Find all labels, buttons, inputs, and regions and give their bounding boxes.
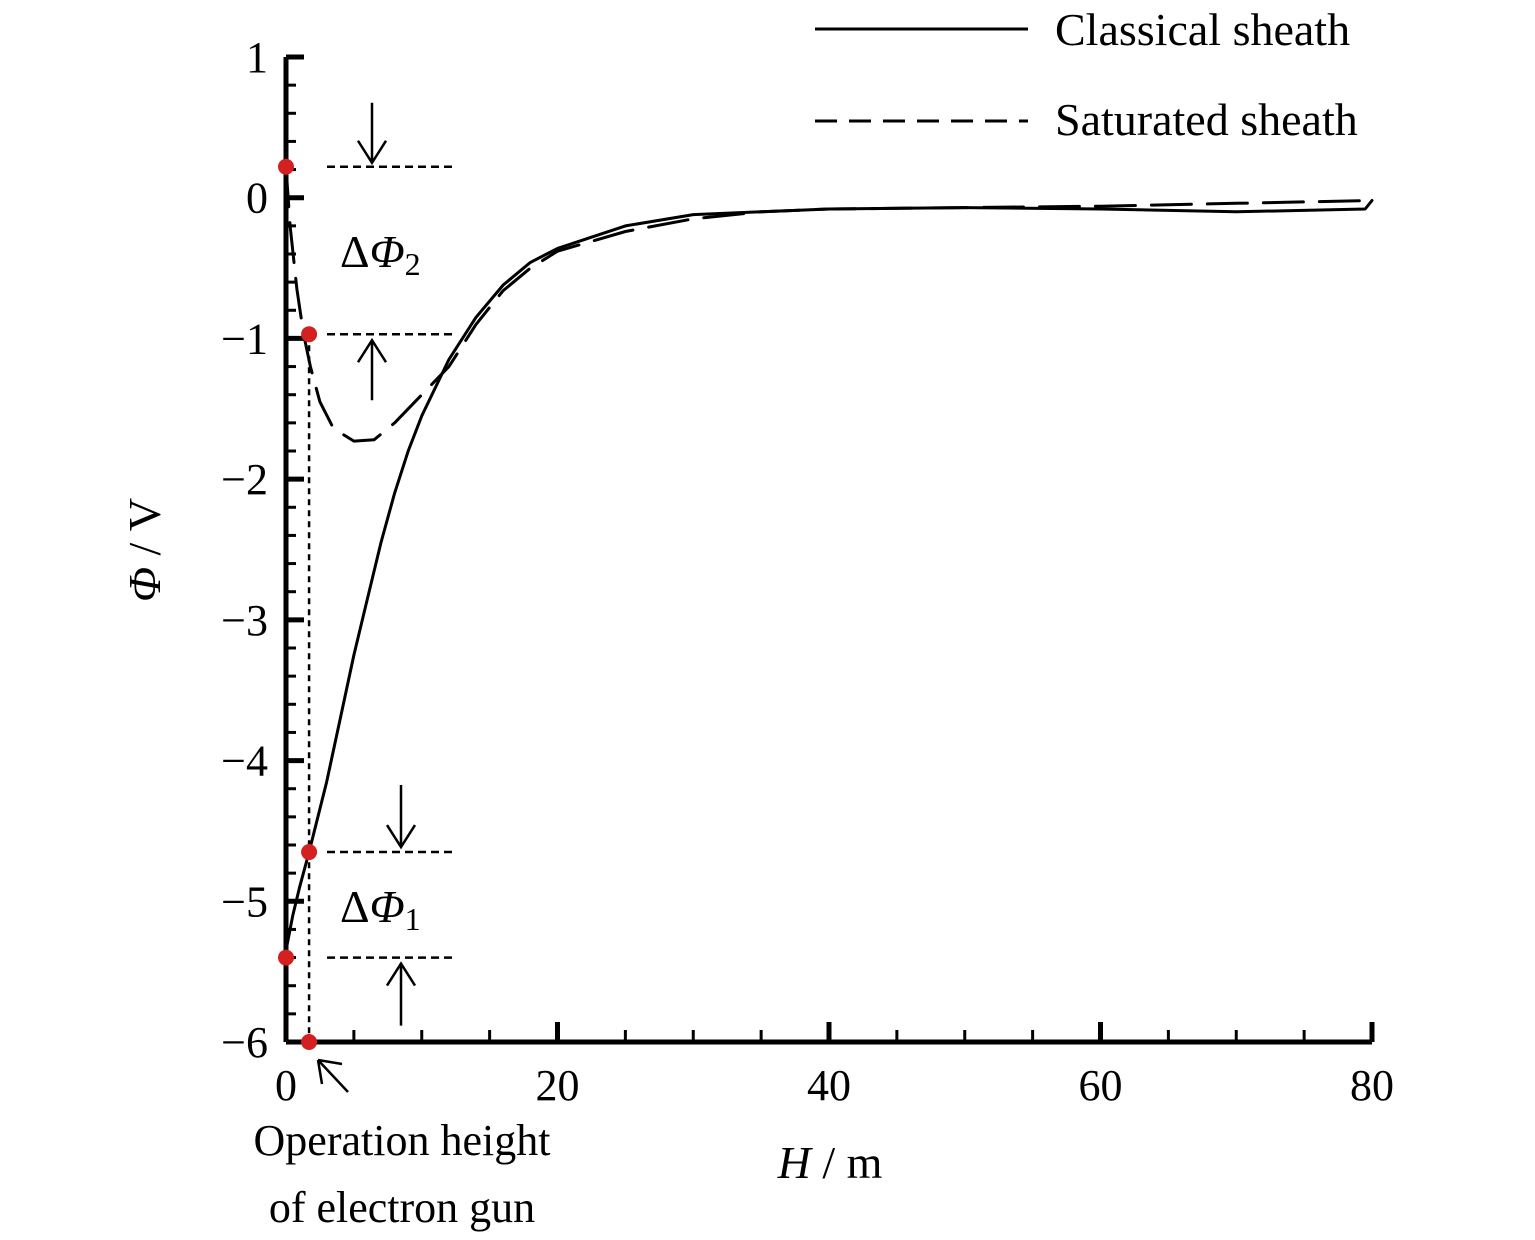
ticks: 10−1−2−3−4−5−60 20 40 60 80 xyxy=(221,33,1394,1110)
x-tick-label: 40 xyxy=(807,1061,851,1110)
legend: Classical sheath Saturated sheath xyxy=(815,4,1358,145)
marked-point xyxy=(301,1034,318,1050)
marked-point xyxy=(301,326,318,343)
delta-phi-1-sub: 1 xyxy=(405,901,421,937)
x-tick-label: 80 xyxy=(1350,1061,1394,1110)
delta-phi-1-up-arrow xyxy=(385,961,417,1026)
y-tick-label: −3 xyxy=(221,596,268,645)
y-axis-title: Φ / V xyxy=(119,498,170,602)
delta-phi-2-up-arrow xyxy=(356,337,388,401)
marked-point xyxy=(278,949,294,966)
x-tick-label: 20 xyxy=(536,1061,580,1110)
delta-phi-2-label: ΔΦ2 xyxy=(340,226,421,282)
x-axis-title: H / m xyxy=(777,1137,883,1188)
x-tick-label: 60 xyxy=(1079,1061,1123,1110)
operation-height-label-line2: of electron gun xyxy=(269,1183,535,1232)
y-tick-label: −2 xyxy=(221,455,268,504)
series-line-saturated xyxy=(284,165,1374,443)
marked-point xyxy=(301,844,318,861)
delta-phi-1-var: Φ xyxy=(370,881,405,932)
delta-phi-1-delta: Δ xyxy=(340,881,370,932)
delta-phi-2-delta: Δ xyxy=(340,226,370,277)
x-axis-var: H xyxy=(777,1137,814,1188)
legend-label-classical: Classical sheath xyxy=(1055,4,1350,55)
legend-label-saturated: Saturated sheath xyxy=(1055,94,1358,145)
operation-height-label-line1: Operation height xyxy=(254,1116,551,1165)
marked-point xyxy=(278,158,294,175)
delta-phi-2-var: Φ xyxy=(370,226,405,277)
x-axis-unit: / m xyxy=(811,1137,883,1188)
y-tick-label: −6 xyxy=(221,1018,268,1067)
y-tick-label: −5 xyxy=(221,877,268,926)
x-tick-label: 0 xyxy=(275,1061,297,1110)
marked-points xyxy=(278,158,318,1050)
y-axis-var: Φ xyxy=(119,567,170,602)
delta-phi-1-label: ΔΦ1 xyxy=(340,881,421,937)
delta-phi-2-sub: 2 xyxy=(405,246,421,282)
operation-height-pointer-arrow xyxy=(316,1058,349,1093)
delta-phi-1-down-arrow xyxy=(385,785,417,850)
y-axis-unit: / V xyxy=(119,498,170,567)
y-tick-label: −4 xyxy=(221,737,268,786)
annotations xyxy=(307,102,455,1093)
series-layer xyxy=(284,165,1374,952)
series-line-classical xyxy=(284,199,1374,952)
delta-phi-2-down-arrow xyxy=(356,102,388,166)
y-tick-label: 1 xyxy=(246,33,268,82)
y-tick-label: −1 xyxy=(221,314,268,363)
y-tick-label: 0 xyxy=(246,174,268,223)
